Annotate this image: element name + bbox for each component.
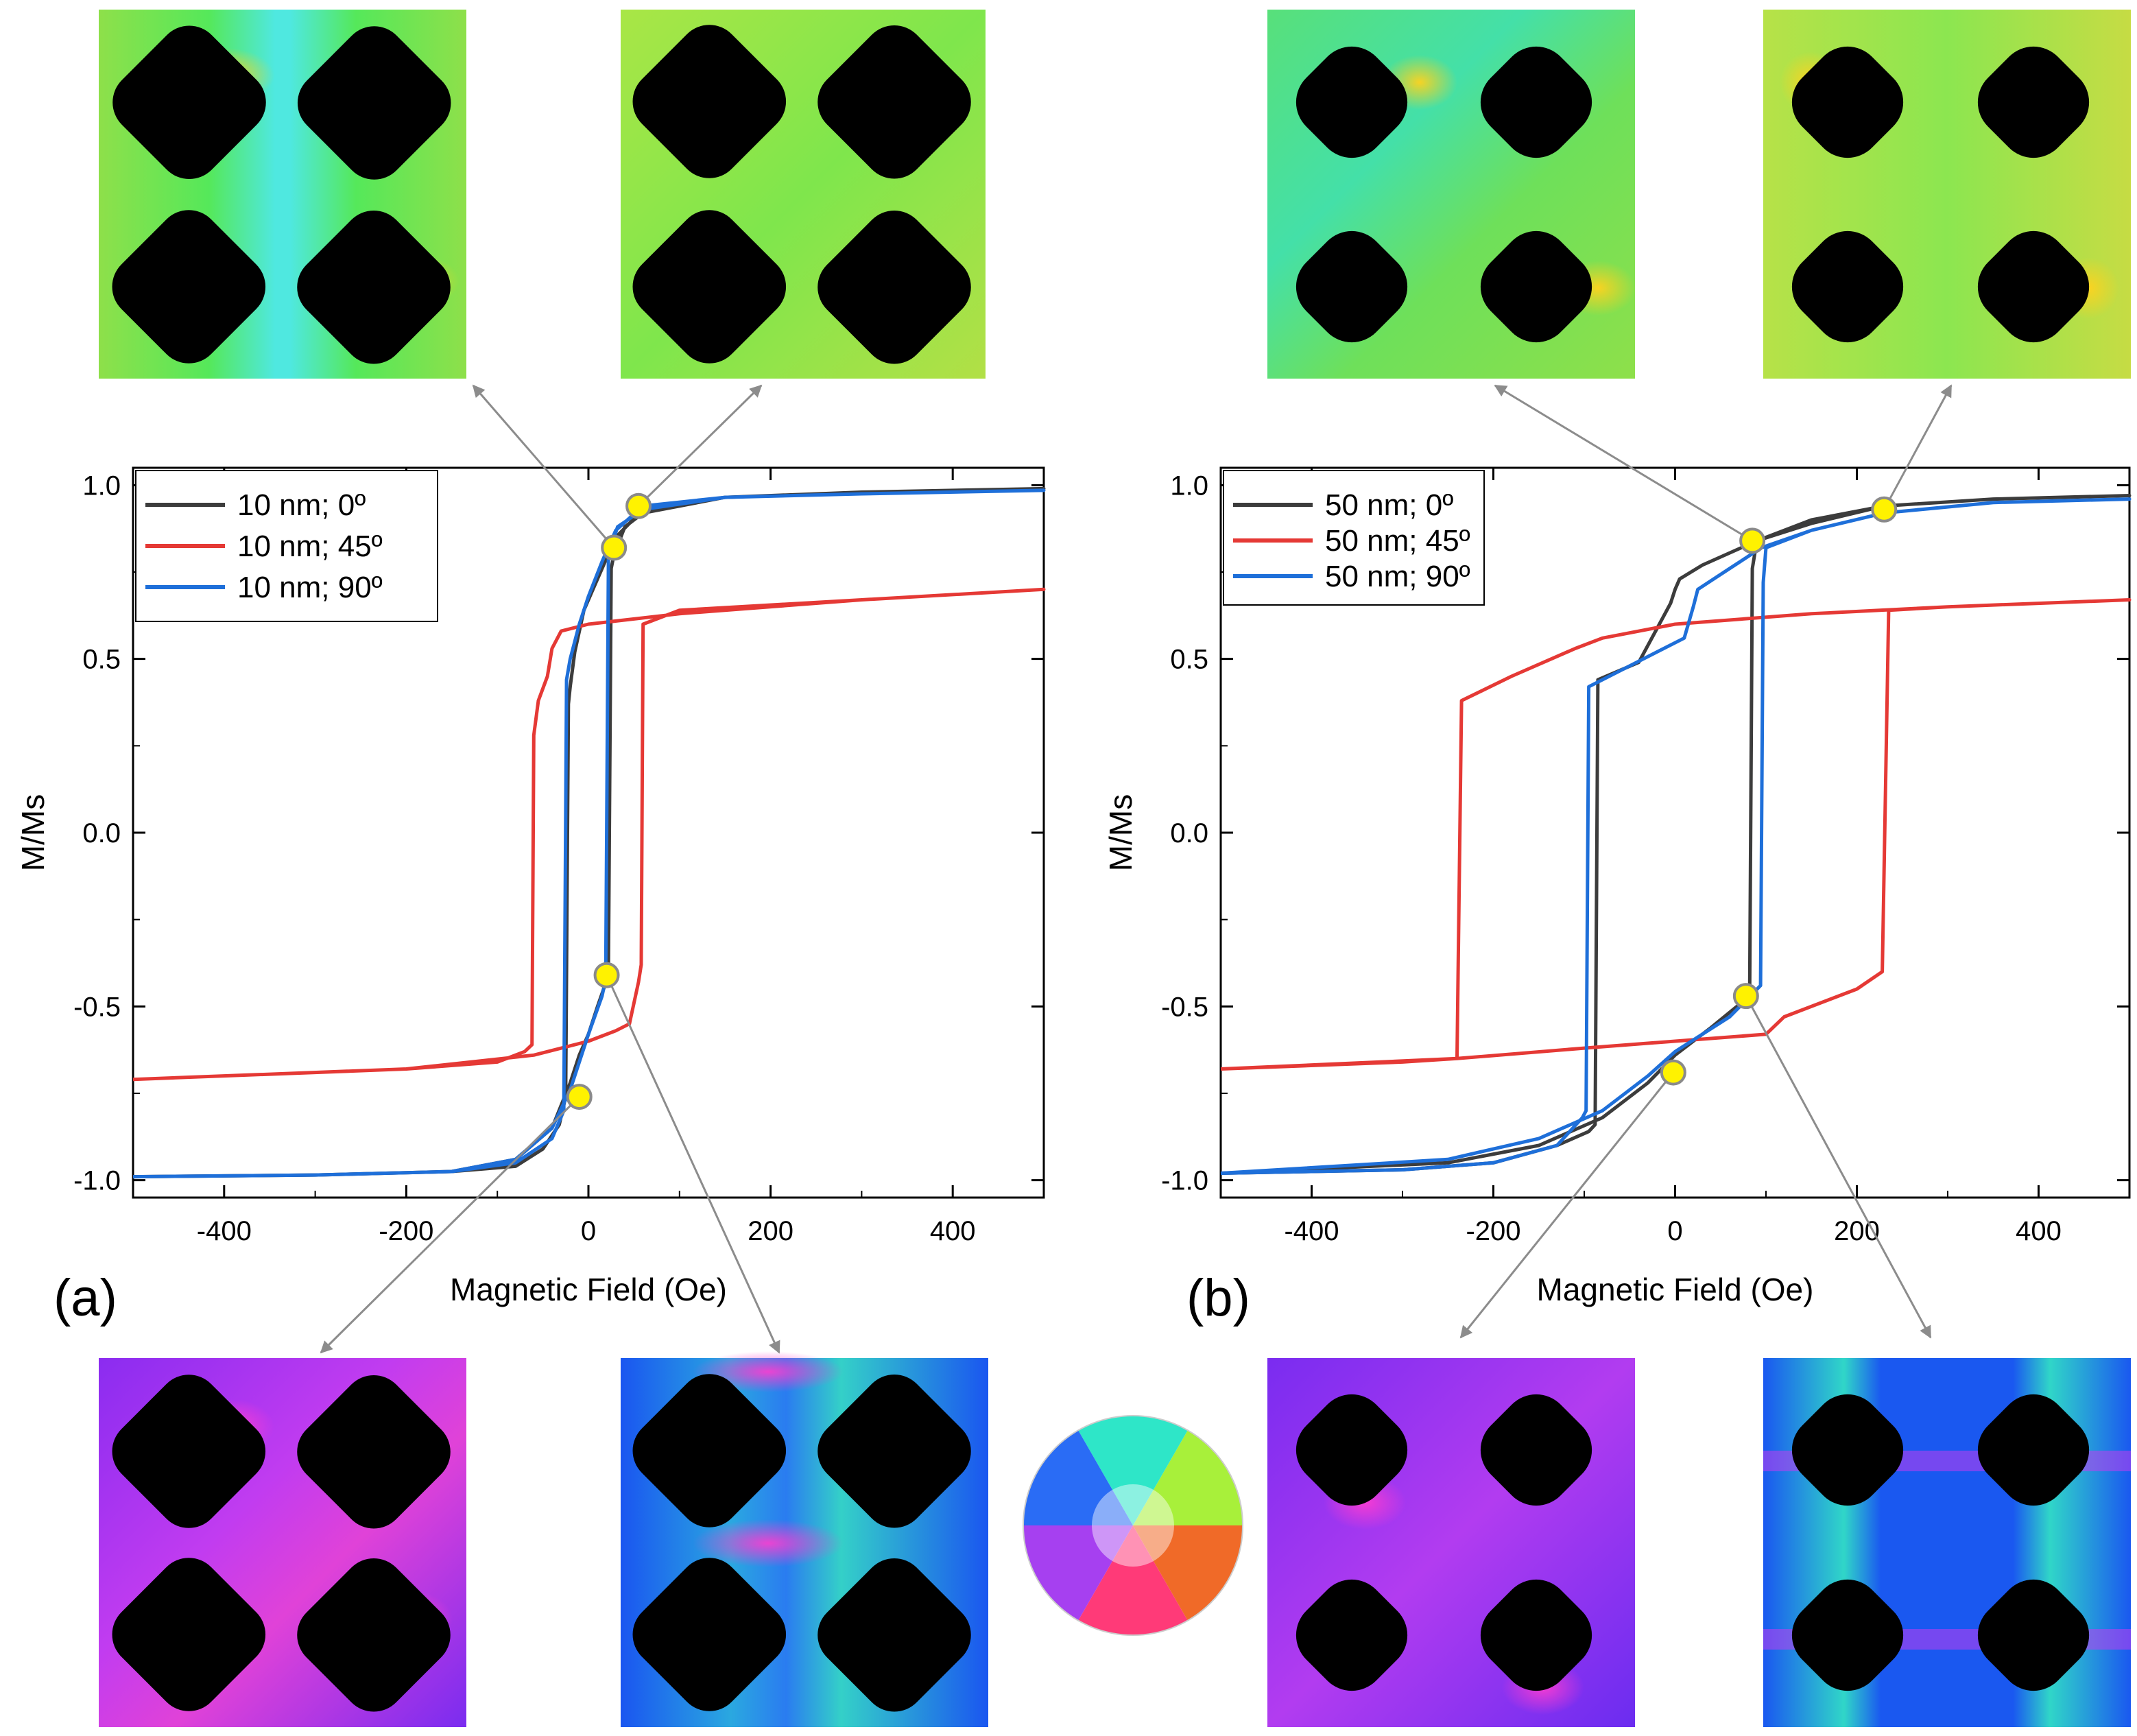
x-axis-label-b: Magnetic Field (Oe) xyxy=(1537,1272,1814,1307)
y-tick-label-b: 1.0 xyxy=(1170,471,1208,501)
snapshot-a-top-right xyxy=(621,10,986,379)
callout-arrow-a xyxy=(637,384,763,507)
x-tick-label-b: -200 xyxy=(1466,1216,1520,1246)
color-wheel xyxy=(1023,1416,1243,1635)
callout-arrow-a xyxy=(472,384,615,549)
callout-arrow-a xyxy=(606,975,780,1354)
legend-label-a: 10 nm; 90º xyxy=(237,571,383,604)
chart-b: -400 -200 0 200 400-1.0-0.50.00.51.0Magnetic… xyxy=(1103,384,2132,1339)
legend-label-b: 50 nm; 0º xyxy=(1325,488,1453,522)
panel-label-a: (a) xyxy=(53,1269,117,1327)
state-marker-b xyxy=(1739,527,1766,554)
snapshot-b-bottom-left xyxy=(1267,1358,1635,1727)
y-tick-label-b: -1.0 xyxy=(1161,1166,1208,1196)
legend-label-b: 50 nm; 45º xyxy=(1325,524,1470,558)
snapshot-a-top-left xyxy=(99,10,466,379)
state-marker-a xyxy=(625,492,652,519)
series-line-a-1 xyxy=(132,587,1046,1082)
callout-arrow-b xyxy=(1883,384,1953,510)
snapshot-a-bottom-right xyxy=(621,1351,988,1727)
x-tick-label-b: 400 xyxy=(2016,1216,2062,1246)
callout-arrow-b xyxy=(1494,384,1753,542)
y-tick-label-a: -0.5 xyxy=(73,992,121,1022)
y-axis-label-a: M/Ms xyxy=(15,794,51,871)
legend-label-a: 10 nm; 0º xyxy=(237,488,366,522)
x-tick-label-a: 200 xyxy=(748,1216,793,1246)
state-marker-a xyxy=(601,534,628,561)
snapshot-b-top-left xyxy=(1267,10,1636,379)
y-tick-label-b: 0.5 xyxy=(1170,645,1208,675)
x-tick-label-a: 0 xyxy=(581,1216,596,1246)
callout-arrow-b xyxy=(1745,995,1932,1339)
color-wheel-outline xyxy=(1023,1415,1243,1636)
y-tick-label-b: -0.5 xyxy=(1161,992,1208,1022)
callout-arrow-b xyxy=(1459,1071,1675,1339)
legend-label-a: 10 nm; 45º xyxy=(237,530,383,563)
x-tick-label-b: -400 xyxy=(1284,1216,1339,1246)
x-tick-label-a: -200 xyxy=(379,1216,433,1246)
y-tick-label-b: 0.0 xyxy=(1170,818,1208,848)
series-line-b-2 xyxy=(1220,497,2132,1175)
panel-label-b: (b) xyxy=(1186,1269,1250,1327)
series-line-b-1 xyxy=(1220,598,2132,1071)
x-tick-label-a: -400 xyxy=(197,1216,252,1246)
legend-label-b: 50 nm; 90º xyxy=(1325,560,1470,593)
x-tick-label-a: 400 xyxy=(930,1216,976,1246)
y-tick-label-a: 1.0 xyxy=(82,471,121,501)
x-axis-label-a: Magnetic Field (Oe) xyxy=(450,1272,727,1307)
state-marker-b xyxy=(1732,983,1759,1010)
legend-box-b xyxy=(1223,470,1485,606)
state-marker-b xyxy=(1660,1059,1686,1086)
y-tick-label-a: -1.0 xyxy=(73,1166,121,1196)
y-tick-label-a: 0.0 xyxy=(82,818,121,848)
state-marker-a xyxy=(593,962,620,988)
x-tick-label-b: 0 xyxy=(1667,1216,1682,1246)
chart-a: -400 -200 0 200 400 -1.0 -0.5 0.0 0.5 1.0 Magnetic… xyxy=(15,384,1046,1354)
y-axis-label-b: M/Ms xyxy=(1103,794,1138,871)
state-marker-b xyxy=(1871,496,1898,523)
state-marker-a xyxy=(566,1084,593,1110)
snapshot-b-bottom-right xyxy=(1763,1358,2131,1727)
callout-arrow-a xyxy=(320,1096,580,1354)
snapshot-b-top-right xyxy=(1763,10,2131,379)
snapshot-a-bottom-left xyxy=(99,1358,466,1727)
y-tick-label-a: 0.5 xyxy=(82,645,121,675)
